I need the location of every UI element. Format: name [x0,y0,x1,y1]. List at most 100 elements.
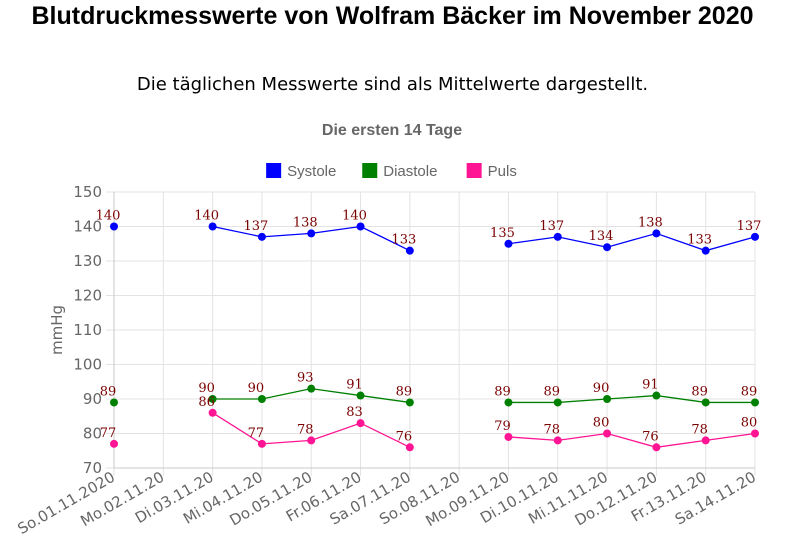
legend-label[interactable]: Puls [488,163,517,180]
x-axis: So.01.11.2020Mo.02.11.20Di.03.11.20Mi.04… [15,468,759,538]
data-point[interactable] [504,432,513,441]
data-point[interactable] [701,436,710,445]
legend-swatch [362,163,378,178]
data-point[interactable] [701,398,710,407]
data-point[interactable] [701,246,710,255]
legend-label[interactable]: Systole [287,163,336,180]
data-point[interactable] [751,232,759,241]
data-label: 89 [100,384,117,399]
data-label: 76 [396,429,413,444]
data-label: 138 [293,215,318,230]
data-point[interactable] [110,439,118,448]
data-point[interactable] [257,439,266,448]
y-tick-label: 90 [83,390,102,408]
page-subtitle: Die täglichen Messwerte sind als Mittelw… [136,74,649,95]
y-tick-label: 120 [73,287,102,305]
data-point[interactable] [504,398,513,407]
data-label: 89 [543,384,560,399]
series-line [508,232,756,252]
data-point[interactable] [110,222,118,231]
data-point[interactable] [307,436,316,445]
data-point[interactable] [603,243,612,252]
data-label: 89 [494,384,511,399]
data-label: 79 [494,419,511,434]
y-tick-label: 100 [73,356,102,374]
data-label: 89 [741,384,758,399]
data-point[interactable] [652,229,661,238]
data-label: 91 [642,378,659,393]
data-point[interactable] [208,408,217,417]
data-point[interactable] [751,398,759,407]
legend-swatch [466,163,482,178]
data-label: 134 [589,229,614,244]
data-point[interactable] [208,395,217,403]
chart-title: Die ersten 14 Tage [322,122,462,139]
y-tick-label: 130 [73,252,102,270]
data-point[interactable] [405,443,414,452]
data-point[interactable] [110,398,118,407]
data-point[interactable] [553,436,562,445]
data-point[interactable] [553,232,562,241]
data-label: 78 [543,422,560,437]
series-line [508,432,756,448]
data-point[interactable] [504,239,513,248]
data-label: 133 [391,233,416,248]
data-label: 80 [741,416,758,431]
data-label: 137 [539,219,564,234]
series-line [508,394,755,404]
data-label: 78 [297,422,314,437]
data-label: 77 [100,426,117,441]
data-label: 76 [642,429,659,444]
data-point[interactable] [405,398,414,407]
legend: Systole Diastole Puls [266,163,517,180]
data-point[interactable] [208,222,217,231]
y-tick-label: 140 [73,218,102,236]
series-puls: 77 86 77 78 83 76 79 78 80 76 78 80 [100,395,759,452]
y-tick-label: 80 [83,425,102,443]
data-label: 133 [687,233,712,248]
y-tick-label: 70 [83,459,102,477]
data-label: 90 [593,381,610,396]
y-axis-label: mmHg [48,305,66,355]
data-label: 140 [96,209,121,224]
data-point[interactable] [603,429,612,438]
data-point[interactable] [652,443,661,452]
data-point[interactable] [405,246,414,255]
data-label: 140 [194,209,219,224]
data-label: 89 [691,384,708,399]
data-point[interactable] [356,222,365,231]
data-label: 83 [346,405,363,420]
data-label: 91 [346,378,363,393]
data-label: 86 [198,395,215,410]
y-tick-label: 110 [73,321,102,339]
data-label: 90 [198,381,215,396]
legend-swatch [266,163,282,178]
data-point[interactable] [356,419,365,428]
data-label: 137 [737,219,762,234]
data-point[interactable] [603,395,612,403]
data-label: 137 [244,219,269,234]
data-point[interactable] [257,232,266,241]
data-label: 140 [342,209,367,224]
data-point[interactable] [257,395,266,403]
data-point[interactable] [307,229,316,238]
series-group: 140 140 137 138 140 133 135 137 134 138 133 137 89 90… [96,209,762,452]
data-label: 77 [248,426,265,441]
data-point[interactable] [553,398,562,407]
series-diastole: 89 90 90 93 91 89 89 89 90 91 89 89 [100,371,759,407]
legend-label[interactable]: Diastole [383,163,437,180]
data-point[interactable] [652,391,661,400]
data-label: 135 [490,226,515,241]
data-label: 138 [638,215,663,230]
data-label: 93 [297,371,314,386]
data-label: 89 [396,384,413,399]
data-point[interactable] [307,384,316,393]
data-point[interactable] [356,391,365,400]
page-title: Blutdruckmesswerte von Wolfram Bäcker im… [31,2,754,30]
series-systole: 140 140 137 138 140 133 135 137 134 138 133 137 [96,209,762,255]
data-point[interactable] [751,429,759,438]
y-tick-label: 150 [73,183,102,201]
data-label: 78 [691,422,708,437]
data-label: 80 [593,416,610,431]
